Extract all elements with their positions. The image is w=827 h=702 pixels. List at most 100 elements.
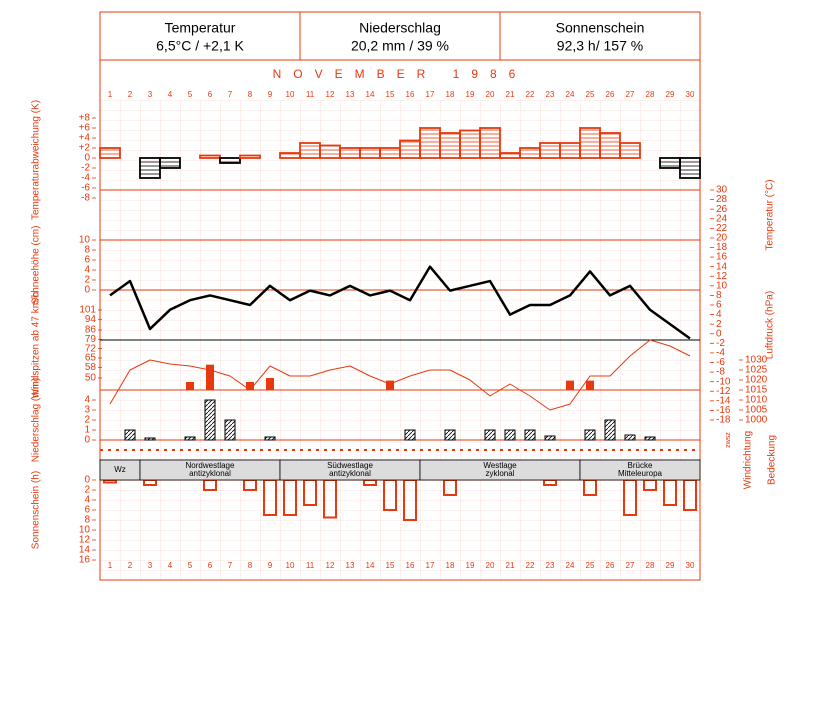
day-label: 15	[386, 90, 395, 99]
bar	[199, 154, 221, 159]
y-tick-label: 22	[716, 223, 728, 234]
y-tick-label: -8	[716, 367, 725, 378]
axis-title: Windspitzen ab 47 km/h	[31, 292, 42, 399]
day-label: 26	[606, 90, 615, 99]
day-label: 17	[426, 561, 435, 570]
y-tick-label: 0	[84, 153, 90, 164]
bar	[224, 419, 236, 441]
y-tick-label: 0	[84, 285, 90, 296]
day-label: 20	[486, 90, 495, 99]
day-label: 14	[366, 90, 375, 99]
day-label: 27	[626, 561, 635, 570]
day-label: 26	[606, 561, 615, 570]
day-label: 18	[446, 561, 455, 570]
weather-type-label: Wz	[114, 465, 126, 474]
y-tick-label: 16	[79, 555, 91, 566]
bar	[219, 157, 241, 164]
weather-type-label: Nordwestlage	[186, 461, 235, 470]
bar	[679, 157, 701, 179]
weather-type-label: Südwestlage	[327, 461, 373, 470]
day-label: 9	[268, 561, 273, 570]
y-tick-label: 79	[85, 334, 97, 345]
y-tick-label: +2	[79, 143, 91, 154]
day-label: 30	[686, 561, 695, 570]
y-tick-label: 0	[84, 475, 90, 486]
header-title: Temperatur	[165, 20, 236, 36]
y-tick-label: 4	[84, 265, 90, 276]
y-tick-label: 94	[85, 314, 97, 325]
bar	[184, 436, 196, 441]
weather-type-label: antizyklonal	[189, 469, 231, 478]
day-label: 23	[546, 561, 555, 570]
y-tick-label: -16	[716, 405, 731, 416]
y-tick-label: 6	[716, 300, 722, 311]
bar	[399, 139, 421, 159]
day-label: 28	[646, 561, 655, 570]
bar	[299, 142, 321, 159]
y-tick-label: -14	[716, 395, 731, 406]
day-label: 17	[426, 90, 435, 99]
y-tick-label: -8	[81, 193, 90, 204]
day-label: 16	[406, 561, 415, 570]
y-tick-label: 20	[716, 233, 728, 244]
y-tick-label: 1010	[745, 395, 768, 406]
day-label: 21	[506, 561, 515, 570]
axis-title: Schneehöhe (cm)	[31, 226, 42, 305]
y-tick-label: -10	[716, 376, 731, 387]
bar	[644, 436, 656, 441]
bar	[544, 435, 556, 441]
bar	[139, 157, 161, 179]
bar	[624, 434, 636, 441]
day-label: 4	[168, 90, 173, 99]
y-tick-label: -6	[716, 357, 725, 368]
bar	[539, 142, 561, 159]
y-tick-label: 1	[84, 425, 90, 436]
bar	[144, 437, 156, 441]
y-tick-label: 2	[716, 319, 722, 330]
day-label: 24	[566, 561, 575, 570]
bar	[566, 380, 574, 390]
weather-type-label: antizyklonal	[329, 469, 371, 478]
bar	[579, 127, 601, 159]
day-label: 4	[168, 561, 173, 570]
y-tick-label: 86	[85, 325, 97, 336]
bar	[359, 147, 381, 159]
bar	[439, 132, 461, 159]
y-tick-label: 30	[716, 185, 728, 196]
day-label: 1	[108, 561, 113, 570]
day-label: 12	[326, 90, 335, 99]
axis-title: Temperaturabweichung (K)	[31, 100, 42, 220]
y-tick-label: 14	[79, 545, 91, 556]
y-tick-label: 1000	[745, 415, 768, 426]
day-label: 28	[646, 90, 655, 99]
bar	[404, 429, 416, 441]
y-tick-label: 65	[85, 353, 97, 364]
day-label: 8	[248, 90, 253, 99]
y-tick-label: 8	[84, 515, 90, 526]
bar	[459, 129, 481, 159]
day-label: 11	[306, 90, 315, 99]
weather-type-label: Westlage	[483, 461, 517, 470]
line	[109, 265, 691, 340]
day-label: 11	[306, 561, 315, 570]
bar	[186, 382, 194, 390]
y-tick-label: +4	[79, 133, 91, 144]
day-label: 20	[486, 561, 495, 570]
y-tick-label: 50	[85, 373, 97, 384]
bar	[479, 127, 501, 159]
y-tick-label: -18	[716, 415, 731, 426]
y-tick-label: 0	[716, 328, 722, 339]
axis-title: Temperatur (°C)	[765, 179, 776, 250]
strip-label: Bedeckung	[767, 435, 778, 485]
bar	[386, 380, 394, 390]
bar	[159, 157, 181, 169]
day-label: 3	[148, 90, 153, 99]
y-tick-label: 28	[716, 194, 728, 205]
bar	[99, 147, 121, 159]
day-label: 13	[346, 90, 355, 99]
y-tick-label: -2	[81, 163, 90, 174]
strip-scale: zwsz	[725, 432, 732, 448]
day-label: 15	[386, 561, 395, 570]
header-value: 92,3 h/ 157 %	[557, 38, 643, 54]
y-tick-label: 14	[716, 261, 728, 272]
